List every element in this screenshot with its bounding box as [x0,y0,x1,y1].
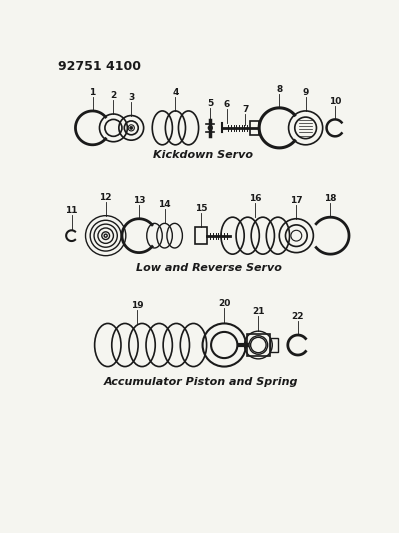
Text: Low and Reverse Servo: Low and Reverse Servo [136,263,282,273]
Text: Accumulator Piston and Spring: Accumulator Piston and Spring [104,377,298,387]
Text: 14: 14 [158,200,171,209]
Text: 4: 4 [172,88,179,97]
Text: 12: 12 [99,193,112,202]
Text: 1: 1 [89,88,96,97]
Text: 22: 22 [292,312,304,321]
Bar [195,227,207,244]
Text: 13: 13 [133,196,145,205]
Text: 10: 10 [329,96,341,106]
Text: 6: 6 [223,100,230,109]
Text: 15: 15 [195,204,207,213]
Bar [270,338,278,352]
Circle shape [130,126,133,130]
Text: 9: 9 [302,88,309,97]
Text: 11: 11 [65,206,78,215]
Text: 18: 18 [324,195,337,203]
Text: 8: 8 [276,85,282,94]
Text: 2: 2 [110,91,117,100]
Bar [250,121,259,135]
Text: 19: 19 [131,301,144,310]
Text: Kickdown Servo: Kickdown Servo [153,150,253,160]
Text: 7: 7 [242,105,248,114]
Circle shape [208,126,213,130]
Text: 20: 20 [218,299,231,308]
Text: 92751 4100: 92751 4100 [57,60,140,73]
Text: 3: 3 [128,93,134,102]
Bar [247,334,270,356]
Text: 5: 5 [207,99,213,108]
Text: 21: 21 [252,307,265,316]
Text: 17: 17 [290,196,302,205]
Text: 16: 16 [249,195,261,203]
